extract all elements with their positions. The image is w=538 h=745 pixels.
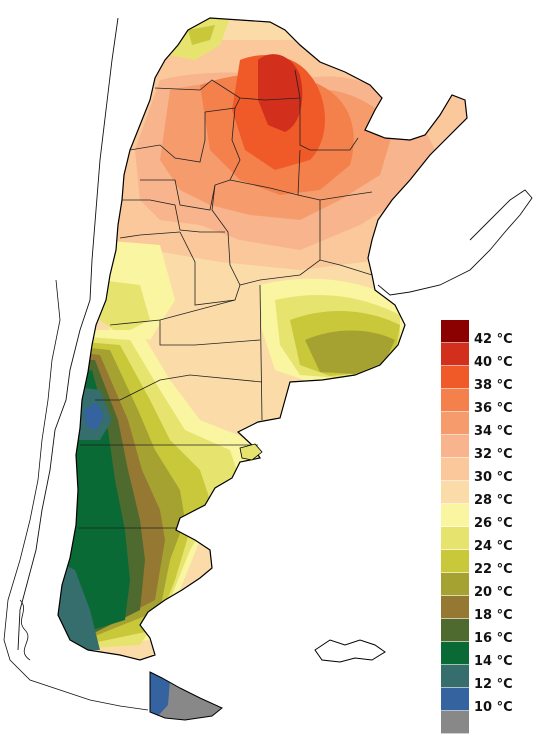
legend-swatch — [441, 481, 469, 504]
legend-label: 18 °C — [474, 608, 513, 623]
legend-swatch — [441, 435, 469, 458]
legend-label: 34 °C — [474, 424, 513, 439]
legend-swatch — [441, 688, 469, 711]
legend-label: 42 °C — [474, 332, 513, 347]
legend-label: 22 °C — [474, 562, 513, 577]
legend-item: 18 °C — [441, 596, 533, 623]
legend-swatch — [441, 711, 469, 734]
legend-label: 14 °C — [474, 654, 513, 669]
legend-label: 10 °C — [474, 700, 513, 715]
legend-item: 24 °C — [441, 527, 533, 554]
legend-swatch — [441, 320, 469, 343]
legend-swatch — [441, 642, 469, 665]
valdes-peninsula — [239, 443, 263, 461]
legend-item: 36 °C — [441, 389, 533, 416]
legend-item: 22 °C — [441, 550, 533, 577]
legend-swatch — [441, 504, 469, 527]
legend-item: 34 °C — [441, 412, 533, 439]
legend-swatch — [441, 527, 469, 550]
malvinas-islands — [314, 639, 386, 663]
legend-item: 42 °C — [441, 320, 533, 347]
legend-item: 38 °C — [441, 366, 533, 393]
legend-swatch — [441, 389, 469, 412]
legend-swatch — [441, 619, 469, 642]
legend-item: 10 °C — [441, 688, 533, 715]
province-boundaries — [78, 69, 373, 529]
tierra-del-fuego-field — [150, 672, 222, 720]
legend-swatch — [441, 573, 469, 596]
legend-item: 28 °C — [441, 481, 533, 508]
legend-item: 32 °C — [441, 435, 533, 462]
legend-swatch — [441, 458, 469, 481]
legend-item: 40 °C — [441, 343, 533, 370]
legend-swatch — [441, 366, 469, 389]
legend-swatch — [441, 550, 469, 573]
legend-label: 36 °C — [474, 401, 513, 416]
neighbor-borders — [17, 17, 533, 651]
legend-item — [441, 711, 533, 734]
legend-label: 26 °C — [474, 516, 513, 531]
legend-item: 26 °C — [441, 504, 533, 531]
legend-item: 30 °C — [441, 458, 533, 485]
legend-swatch — [441, 596, 469, 619]
legend-item: 12 °C — [441, 665, 533, 692]
legend-item: 16 °C — [441, 619, 533, 646]
legend-swatch — [441, 412, 469, 435]
legend-label: 20 °C — [474, 585, 513, 600]
legend-label: 24 °C — [474, 539, 513, 554]
legend-label: 16 °C — [474, 631, 513, 646]
legend-label: 40 °C — [474, 355, 513, 370]
legend-swatch — [441, 665, 469, 688]
argentina-outline — [57, 17, 468, 661]
tierra-del-fuego-outline — [149, 671, 223, 721]
legend-label: 30 °C — [474, 470, 513, 485]
legend-label: 28 °C — [474, 493, 513, 508]
legend-swatch — [441, 343, 469, 366]
chile-coast — [3, 279, 149, 711]
legend-item: 20 °C — [441, 573, 533, 600]
legend-label: 32 °C — [474, 447, 513, 462]
legend-label: 12 °C — [474, 677, 513, 692]
legend-item: 14 °C — [441, 642, 533, 669]
legend-label: 38 °C — [474, 378, 513, 393]
